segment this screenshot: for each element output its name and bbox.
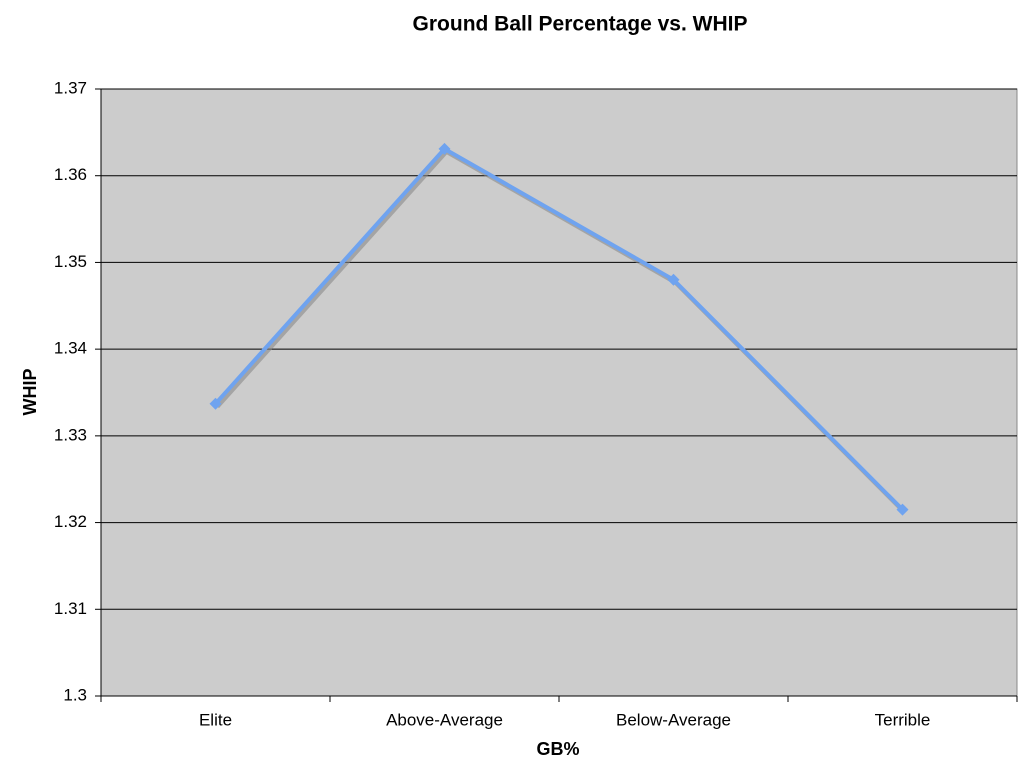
y-tick-label: 1.37 — [54, 78, 87, 97]
y-tick-label: 1.32 — [54, 512, 87, 531]
y-tick-label: 1.31 — [54, 599, 87, 618]
y-tick-label: 1.3 — [63, 685, 87, 704]
plot-area — [100, 88, 1018, 697]
marker — [438, 142, 451, 155]
x-tick-label: Terrible — [875, 710, 931, 729]
x-tick-label: Elite — [199, 710, 232, 729]
marker — [667, 273, 680, 286]
marker — [209, 397, 222, 410]
y-tick-label: 1.35 — [54, 252, 87, 271]
marker — [896, 503, 909, 516]
y-tick-label: 1.33 — [54, 425, 87, 444]
chart-title: Ground Ball Percentage vs. WHIP — [413, 13, 748, 36]
x-axis-title: GB% — [536, 739, 579, 759]
y-tick-label: 1.36 — [54, 165, 87, 184]
series-line — [214, 146, 904, 511]
y-tick-label: 1.34 — [54, 339, 87, 358]
x-tick-label: Above-Average — [386, 710, 503, 729]
x-tick-label: Below-Average — [616, 710, 731, 729]
y-axis-title: WHIP — [20, 369, 40, 416]
